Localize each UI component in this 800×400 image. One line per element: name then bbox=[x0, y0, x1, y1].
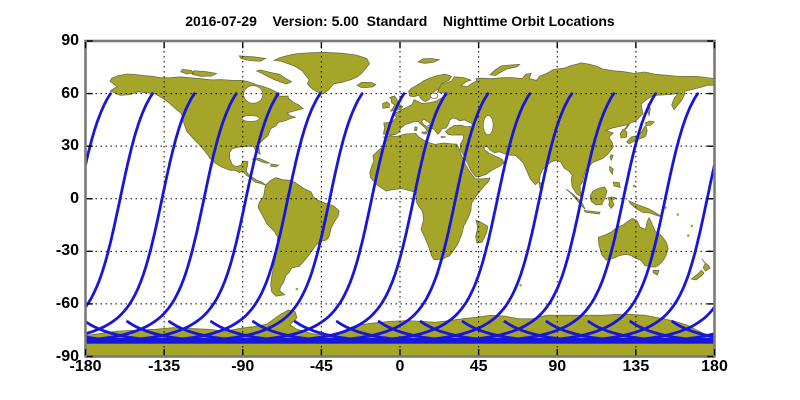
landmass bbox=[272, 51, 370, 95]
landmass bbox=[356, 81, 377, 89]
landmass bbox=[414, 126, 418, 132]
landmass bbox=[255, 69, 293, 85]
y-tick-label: -60 bbox=[55, 294, 79, 312]
orbit-track bbox=[85, 92, 364, 344]
y-tick-label: 30 bbox=[61, 137, 79, 155]
map-area bbox=[0, 41, 715, 357]
plot-title: 2016-07-29 Version: 5.00 Standard Nightt… bbox=[185, 13, 615, 29]
orbit-track bbox=[210, 92, 532, 344]
y-tick-label: 0 bbox=[70, 189, 79, 207]
small-island bbox=[295, 287, 299, 291]
small-island bbox=[686, 234, 690, 237]
orbit-track bbox=[713, 320, 715, 324]
landmass bbox=[612, 181, 621, 188]
orbit-track bbox=[419, 158, 715, 344]
plot-frame bbox=[84, 39, 716, 358]
orbit-track bbox=[251, 92, 574, 344]
landmass bbox=[382, 101, 390, 109]
landmass bbox=[408, 73, 453, 103]
landmass bbox=[421, 131, 428, 135]
x-tick-label: 180 bbox=[701, 358, 728, 375]
landmass bbox=[109, 73, 304, 186]
small-island bbox=[690, 224, 694, 228]
orbit-track bbox=[335, 92, 657, 344]
landmass bbox=[583, 210, 601, 215]
small-island bbox=[632, 184, 636, 188]
orbit-track bbox=[85, 92, 238, 342]
orbit-track bbox=[377, 92, 699, 344]
x-tick-label: 0 bbox=[395, 358, 405, 375]
small-island bbox=[664, 206, 667, 209]
landmass bbox=[257, 177, 340, 297]
x-tick-label: -135 bbox=[148, 358, 181, 375]
orbit-track bbox=[168, 92, 490, 344]
orbit-track bbox=[85, 92, 322, 344]
landmass bbox=[417, 58, 441, 64]
landmass bbox=[690, 269, 705, 281]
orbit-track bbox=[126, 92, 448, 344]
orbit-track bbox=[671, 320, 715, 339]
x-tick-label: 135 bbox=[622, 358, 650, 375]
world-landmasses bbox=[85, 51, 715, 357]
axis-ticks bbox=[84, 40, 716, 358]
lake bbox=[243, 85, 264, 104]
landmass bbox=[609, 154, 614, 162]
landmass bbox=[180, 68, 195, 75]
landmass bbox=[389, 95, 404, 112]
landmass bbox=[626, 125, 648, 145]
landmass bbox=[440, 136, 447, 139]
orbit-track bbox=[85, 92, 154, 310]
orbit-track bbox=[0, 94, 27, 342]
landmass bbox=[191, 70, 218, 77]
landmass bbox=[701, 258, 711, 272]
orbit-track bbox=[85, 92, 196, 336]
lake bbox=[429, 92, 439, 99]
landmass bbox=[589, 186, 608, 206]
landmass bbox=[609, 165, 614, 176]
small-island bbox=[676, 213, 680, 216]
landmass bbox=[369, 132, 491, 261]
orbit-track bbox=[85, 92, 406, 344]
x-tick-label: 45 bbox=[469, 358, 488, 375]
x-tick-label: 90 bbox=[548, 358, 567, 375]
landmass bbox=[627, 200, 663, 217]
small-island bbox=[519, 283, 522, 287]
y-tick-label: 90 bbox=[61, 32, 79, 49]
y-tick-label: -30 bbox=[55, 242, 79, 260]
y-tick-label: -90 bbox=[55, 347, 79, 365]
x-tick-label: -90 bbox=[231, 358, 255, 375]
orbit-track bbox=[293, 92, 616, 344]
landmass bbox=[382, 62, 715, 198]
landmass bbox=[270, 163, 280, 168]
orbit-track bbox=[85, 92, 280, 344]
orbit-track bbox=[461, 304, 715, 344]
lake bbox=[482, 115, 494, 136]
landmass bbox=[489, 63, 521, 76]
landmass bbox=[607, 196, 617, 210]
landmass bbox=[238, 55, 267, 62]
x-tick-label: -180 bbox=[69, 358, 102, 375]
x-tick-label: -45 bbox=[309, 358, 333, 375]
y-tick-label: 60 bbox=[61, 84, 79, 102]
lake bbox=[241, 115, 260, 122]
orbit-tracks bbox=[0, 92, 715, 344]
landmass bbox=[645, 120, 656, 126]
landmass bbox=[475, 219, 489, 244]
orbit-track bbox=[85, 92, 112, 172]
landmass bbox=[652, 269, 660, 276]
